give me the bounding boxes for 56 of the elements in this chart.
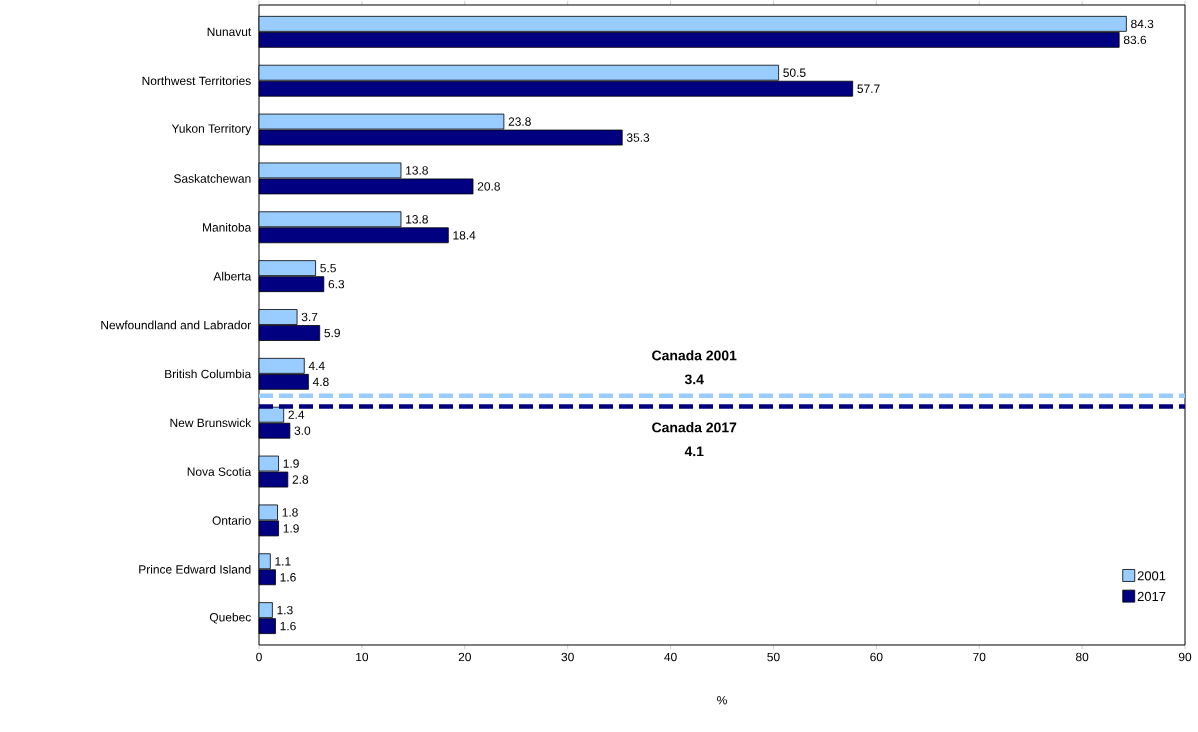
x-tick-label: 70	[973, 652, 986, 662]
data-label: 50.5	[783, 68, 806, 77]
x-tick-label: 60	[870, 652, 883, 662]
x-tick-label: 20	[458, 652, 471, 662]
x-axis-title: %	[717, 696, 727, 705]
y-tick-label: Ontario	[212, 516, 251, 525]
data-label: 18.4	[453, 231, 476, 240]
data-label: 5.9	[324, 328, 340, 338]
annotation: 3.4	[684, 374, 704, 385]
data-label: 1.8	[282, 508, 298, 517]
y-tick-label: Manitoba	[203, 222, 252, 232]
data-label: 3.7	[301, 312, 318, 322]
data-label: 5.5	[320, 263, 336, 273]
data-label: 2.8	[292, 475, 309, 484]
legend-label: 2001	[1137, 571, 1166, 581]
legend-label: 2017	[1137, 591, 1166, 602]
y-tick-label: Northwest Territories	[142, 76, 251, 86]
x-tick-label: 10	[356, 652, 369, 662]
data-label: 1.1	[275, 557, 291, 566]
data-label: 1.3	[277, 605, 293, 615]
data-label: 57.7	[857, 84, 880, 93]
data-label: 3.0	[294, 426, 311, 435]
y-tick-label: Yukon Territory	[171, 124, 252, 136]
y-tick-label: Nova Scotia	[187, 467, 252, 476]
y-tick-label: Saskatchewan	[174, 174, 251, 183]
y-tick-label: Quebec	[209, 612, 251, 624]
data-label: 1.6	[280, 621, 296, 631]
data-label: 1.9	[283, 524, 299, 533]
x-tick-label: 80	[1075, 652, 1089, 662]
x-tick-label: 40	[664, 652, 677, 662]
data-label: 35.3	[626, 133, 650, 142]
ref-line-label: Canada 2001	[652, 350, 737, 361]
data-label: 1.9	[283, 459, 299, 468]
x-tick-label: 0	[256, 652, 262, 662]
y-tick-label: Prince Edward Island	[139, 564, 251, 574]
data-label: 4.8	[312, 377, 329, 387]
data-label: 1.6	[280, 573, 296, 582]
data-label: 6.3	[328, 279, 345, 289]
annotation: 4.1	[684, 446, 704, 457]
y-tick-label: Alberta	[213, 271, 252, 281]
y-tick-label: Newfoundland and Labrador	[101, 320, 251, 330]
data-label: 4.4	[308, 361, 325, 370]
data-label: 23.8	[508, 117, 531, 126]
y-tick-label: British Columbia	[165, 369, 252, 379]
y-tick-label: Nunavut	[207, 27, 252, 37]
x-tick-label: 90	[1178, 652, 1192, 662]
y-tick-label: New Brunswick	[170, 418, 252, 428]
data-label: 83.6	[1123, 35, 1147, 45]
x-tick-label: 30	[561, 652, 574, 662]
data-label: 13.8	[406, 215, 428, 224]
data-label: 84.3	[1131, 19, 1154, 29]
data-label: 2.4	[288, 410, 305, 419]
x-tick-label: 50	[767, 652, 780, 662]
ref-line-label: Canada 2017	[652, 422, 737, 433]
data-label: 20.8	[477, 182, 500, 191]
data-label: 13.8	[406, 166, 428, 175]
